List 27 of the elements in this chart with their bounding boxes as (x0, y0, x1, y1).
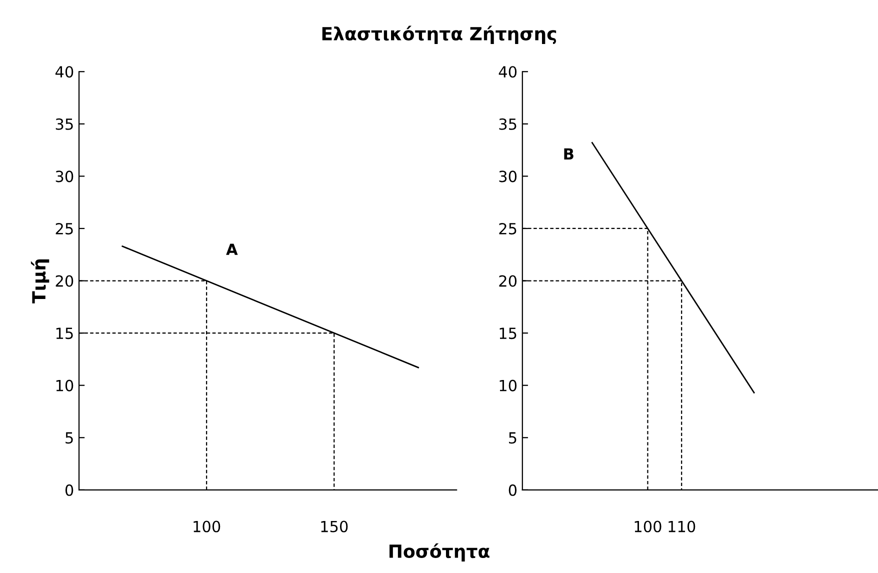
y-axis-title: Τιμή (30, 259, 50, 304)
x-tick-label: 110 (668, 520, 696, 532)
y-tick-label: 20 (56, 275, 74, 287)
annotation: B (564, 148, 574, 160)
x-axis-title: Ποσότητα (390, 543, 490, 562)
y-tick-label: 15 (500, 328, 516, 340)
x-tick-label: 150 (321, 520, 348, 532)
y-tick-label: 40 (55, 66, 74, 78)
y-tick-label: 5 (66, 432, 73, 444)
y-tick-label: 35 (499, 118, 516, 130)
y-tick-label: 20 (499, 275, 517, 287)
annotation: A (226, 244, 238, 255)
y-tick-label: 10 (56, 380, 74, 392)
y-tick-label: 40 (498, 66, 517, 78)
y-tick-label: 0 (508, 484, 517, 496)
y-tick-label: 5 (509, 432, 516, 444)
y-tick-label: 30 (56, 170, 74, 182)
y-tick-label: 35 (56, 118, 73, 130)
y-tick-label: 0 (65, 484, 74, 496)
y-tick-label: 25 (56, 222, 73, 235)
y-tick-label: 15 (56, 328, 73, 340)
chart-title: Ελαστικότητα Ζήτησης (322, 26, 556, 44)
x-tick-label: 100 (194, 520, 220, 532)
y-tick-label: 10 (500, 380, 517, 392)
x-tick-label: 100 (634, 520, 662, 532)
y-tick-label: 30 (499, 170, 517, 182)
y-tick-label: 25 (499, 222, 516, 235)
